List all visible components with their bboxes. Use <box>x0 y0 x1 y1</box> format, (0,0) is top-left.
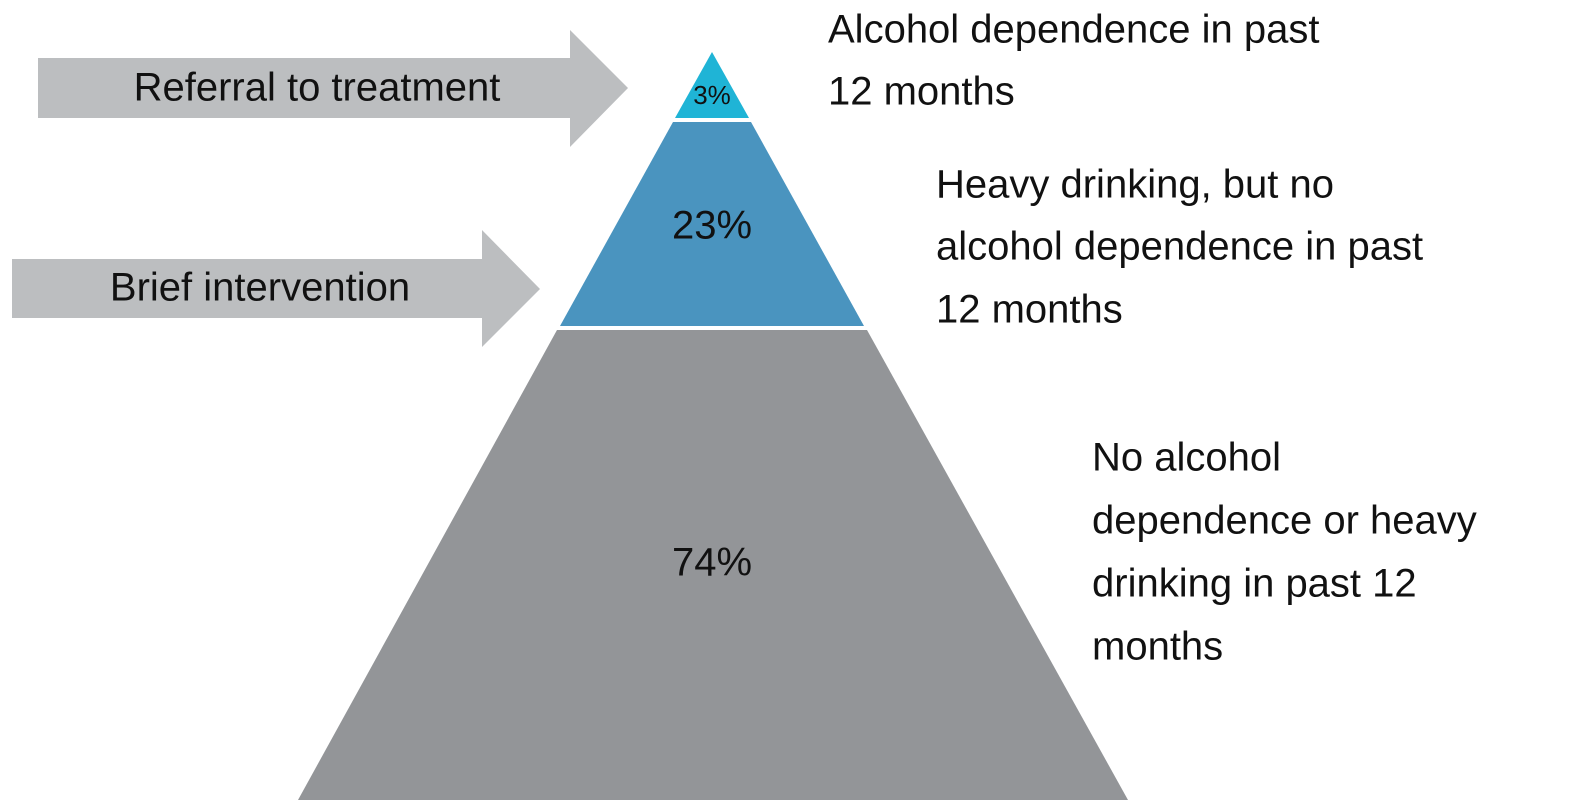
layer-description: 12 months <box>828 70 1015 114</box>
arrow-label: Brief intervention <box>110 266 410 310</box>
layer-description: Heavy drinking, but no <box>936 163 1334 207</box>
pyramid-layer <box>298 330 1128 800</box>
layer-description: alcohol dependence in past <box>936 225 1423 269</box>
arrow <box>38 30 628 147</box>
arrow <box>12 230 540 347</box>
pyramid-layer <box>560 122 864 326</box>
layer-description: dependence or heavy <box>1092 499 1477 543</box>
layer-description: Alcohol dependence in past <box>828 8 1319 52</box>
layer-description: 12 months <box>936 288 1123 332</box>
layer-description: drinking in past 12 <box>1092 562 1417 606</box>
layer-value: 3% <box>693 80 731 110</box>
layer-description: months <box>1092 625 1223 669</box>
layer-value: 23% <box>672 204 752 248</box>
pyramid-layer <box>675 52 749 118</box>
layer-value: 74% <box>672 541 752 585</box>
arrow-label: Referral to treatment <box>134 66 501 110</box>
layer-description: No alcohol <box>1092 436 1281 480</box>
